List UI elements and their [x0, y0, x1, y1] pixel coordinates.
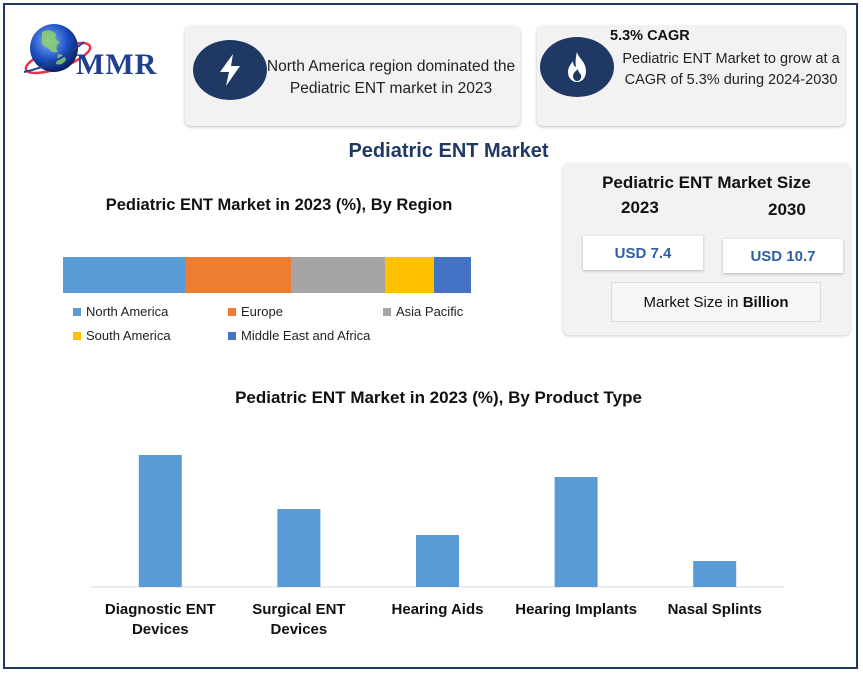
legend-swatch [228, 331, 236, 340]
legend-item-europe: Europe [228, 304, 283, 319]
unit-note-bold: Billion [742, 293, 789, 311]
region-segment-asia-pacific [291, 257, 386, 293]
value-2023: USD 7.4 [583, 236, 703, 270]
bar-hearing-implants [554, 477, 598, 587]
year-2023: 2023 [621, 198, 659, 217]
x-tick-label: Diagnostic ENT Devices [105, 601, 216, 638]
bar-diagnostic-ent-devices [138, 455, 182, 587]
x-tick-label: Hearing Implants [515, 601, 637, 618]
legend-label: Middle East and Africa [241, 328, 371, 343]
bar-surgical-ent-devices [277, 509, 321, 587]
value-2030: USD 10.7 [723, 239, 843, 273]
logo-text: MMR [76, 48, 158, 81]
unit-note-prefix: Market Size in [643, 293, 743, 311]
legend-swatch [73, 331, 81, 340]
legend-swatch [73, 307, 81, 316]
market-size-card: Pediatric ENT Market Size 2023 2030 USD … [563, 163, 850, 335]
legend-item-south-america: South America [73, 328, 171, 343]
mmr-logo: MMR [14, 18, 179, 88]
bar-hearing-aids [416, 535, 459, 587]
infographic-frame [3, 3, 858, 669]
region-stacked-bar [63, 257, 471, 293]
x-tick-label: Hearing Aids [392, 601, 484, 618]
legend-item-asia-pacific: Asia Pacific [383, 304, 463, 319]
market-size-unit-note: Market Size in Billion [611, 282, 821, 322]
region-segment-north-america [63, 257, 186, 293]
legend-item-middle-east-africa: Middle East and Africa [228, 328, 370, 343]
region-segment-middle-east-and-africa [434, 257, 471, 293]
cagr-card: 5.3% CAGR Pediatric ENT Market to grow a… [537, 26, 845, 126]
globe-icon [23, 24, 92, 75]
cagr-title: 5.3% CAGR [610, 28, 690, 44]
main-title: Pediatric ENT Market [348, 140, 549, 162]
x-tick-label: Surgical ENT Devices [252, 601, 345, 638]
flame-icon [540, 37, 614, 97]
year-2030: 2030 [768, 200, 806, 219]
region-chart-title: Pediatric ENT Market in 2023 (%), By Reg… [105, 196, 453, 214]
x-tick-label: Nasal Splints [668, 601, 762, 618]
legend-label: Asia Pacific [396, 304, 464, 319]
legend-swatch [383, 307, 391, 316]
legend-label: Europe [241, 304, 283, 319]
region-segment-europe [185, 257, 292, 293]
region-highlight-text: North America region dominated the Pedia… [266, 58, 516, 97]
lightning-bolt-icon [193, 40, 267, 100]
product-chart-title: Pediatric ENT Market in 2023 (%), By Pro… [235, 388, 642, 407]
region-segment-south-america [385, 257, 435, 293]
legend-swatch [228, 307, 236, 316]
legend-item-north-america: North America [73, 304, 168, 319]
market-size-title: Pediatric ENT Market Size [602, 173, 811, 192]
region-highlight-card: North America region dominated the Pedia… [185, 26, 520, 126]
legend-label: South America [86, 328, 171, 343]
cagr-text: Pediatric ENT Market to grow at a CAGR o… [622, 51, 840, 88]
legend-label: North America [86, 304, 169, 319]
bar-nasal-splints [693, 561, 737, 587]
